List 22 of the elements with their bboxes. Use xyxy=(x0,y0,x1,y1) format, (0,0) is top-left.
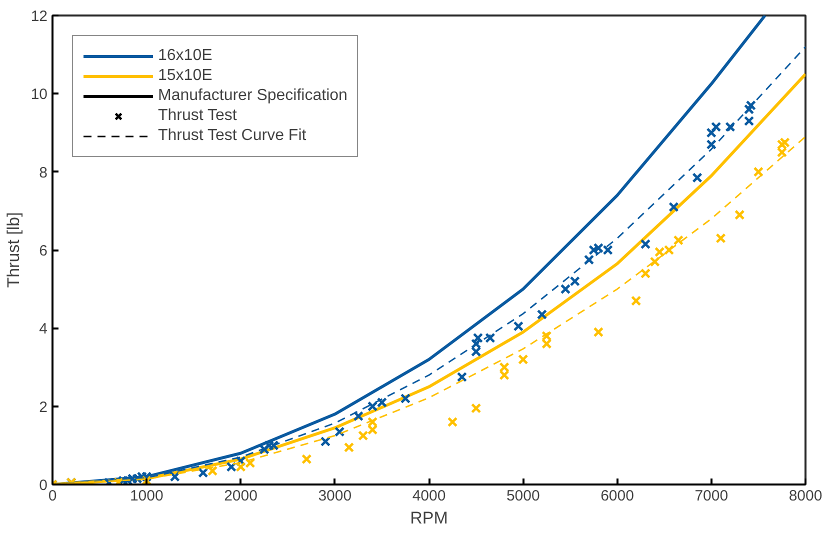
legend-label: Manufacturer Specification xyxy=(158,86,348,106)
y-tick-label: 10 xyxy=(30,86,48,104)
y-tick-label: 2 xyxy=(39,398,48,416)
x-axis-title: RPM xyxy=(410,508,448,528)
y-tick-label: 8 xyxy=(39,164,48,182)
y-tick-label: 0 xyxy=(39,477,48,494)
y-tick-label: 12 xyxy=(30,8,48,25)
x-tick-label: 1000 xyxy=(130,488,164,504)
x-tick-label: 2000 xyxy=(224,488,258,504)
legend-label: 15x10E xyxy=(158,66,212,86)
legend-label: 16x10E xyxy=(158,46,212,66)
x-tick-label: 7000 xyxy=(694,488,728,504)
x-tick-label: 6000 xyxy=(600,488,634,504)
x-tick-label: 8000 xyxy=(788,488,822,504)
y-tick-label: 4 xyxy=(39,320,48,338)
x-tick-label: 5000 xyxy=(506,488,540,504)
legend-label: Thrust Test Curve Fit xyxy=(158,126,306,146)
x-tick-label: 3000 xyxy=(318,488,352,504)
x-tick-label: 4000 xyxy=(412,488,446,504)
legend-label: Thrust Test xyxy=(158,106,237,126)
y-tick-label: 6 xyxy=(39,242,48,260)
y-axis-title: Thrust [lb] xyxy=(4,212,23,288)
